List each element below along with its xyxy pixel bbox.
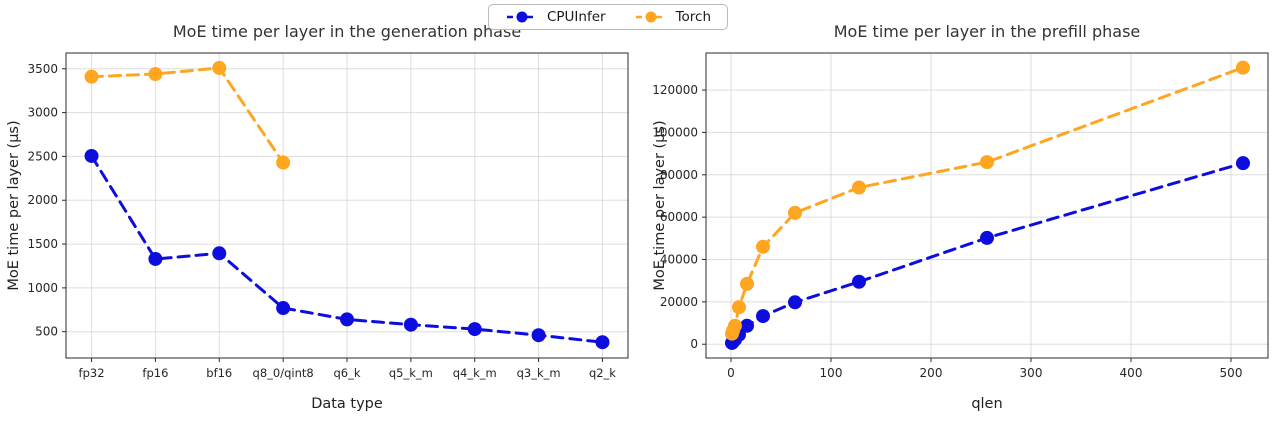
svg-text:200: 200 — [920, 366, 943, 380]
svg-text:2000: 2000 — [27, 193, 58, 207]
svg-text:100000: 100000 — [652, 125, 698, 139]
cpuinfer-line-marker-icon — [506, 11, 537, 23]
svg-text:80000: 80000 — [660, 168, 698, 182]
torch-line-marker-icon — [635, 11, 666, 23]
legend-item-cpuinfer: CPUInfer — [505, 9, 606, 25]
svg-text:500: 500 — [35, 325, 58, 339]
legend-label-cpuinfer: CPUInfer — [546, 9, 606, 25]
svg-text:MoE time per layer in the gene: MoE time per layer in the generation pha… — [173, 22, 521, 41]
prefill-phase-chart: 0 100 200 300 400 500 0 20000 40000 60000 80000 100… — [650, 6, 1280, 424]
charts-row: fp32 fp16 bf16 q8_0/qint8 q6_k q5_k_m q4_k_m q3… — [0, 6, 1280, 424]
svg-text:fp32: fp32 — [79, 366, 105, 380]
svg-text:120000: 120000 — [652, 83, 698, 97]
svg-text:0: 0 — [690, 337, 698, 351]
generation-phase-chart: fp32 fp16 bf16 q8_0/qint8 q6_k q5_k_m q4_k_m q3… — [0, 6, 650, 424]
svg-text:60000: 60000 — [660, 210, 698, 224]
svg-text:500: 500 — [1220, 366, 1243, 380]
svg-text:q2_k: q2_k — [589, 366, 616, 380]
svg-text:400: 400 — [1120, 366, 1143, 380]
legend-label-torch: Torch — [675, 9, 712, 25]
svg-text:MoE time per layer (µs): MoE time per layer (µs) — [652, 120, 668, 290]
prefill-phase-plot: 0 100 200 300 400 500 0 20000 40000 60000 80000 100… — [652, 22, 1269, 412]
svg-text:q8_0/qint8: q8_0/qint8 — [253, 366, 314, 380]
legend-item-torch: Torch — [634, 9, 711, 25]
svg-text:1500: 1500 — [27, 237, 58, 251]
svg-text:20000: 20000 — [660, 295, 698, 309]
svg-text:fp16: fp16 — [142, 366, 168, 380]
svg-text:bf16: bf16 — [206, 366, 232, 380]
chart-legend: CPUInfer Torch — [487, 4, 729, 30]
svg-text:40000: 40000 — [660, 253, 698, 267]
svg-text:3000: 3000 — [27, 106, 58, 120]
svg-text:MoE time per layer (µs): MoE time per layer (µs) — [6, 120, 22, 290]
svg-text:300: 300 — [1020, 366, 1043, 380]
generation-phase-plot: fp32 fp16 bf16 q8_0/qint8 q6_k q5_k_m q4_k_m q3… — [6, 22, 629, 412]
svg-text:1000: 1000 — [27, 281, 58, 295]
svg-text:qlen: qlen — [971, 396, 1002, 412]
svg-text:q4_k_m: q4_k_m — [453, 366, 497, 380]
svg-text:0: 0 — [727, 366, 735, 380]
svg-text:Data type: Data type — [311, 396, 383, 412]
svg-text:q3_k_m: q3_k_m — [517, 366, 561, 380]
svg-text:q5_k_m: q5_k_m — [389, 366, 433, 380]
svg-text:100: 100 — [820, 366, 843, 380]
svg-text:3500: 3500 — [27, 62, 58, 76]
svg-text:MoE time per layer in the pref: MoE time per layer in the prefill phase — [834, 22, 1141, 41]
svg-text:2500: 2500 — [27, 149, 58, 163]
svg-text:q6_k: q6_k — [333, 366, 360, 380]
